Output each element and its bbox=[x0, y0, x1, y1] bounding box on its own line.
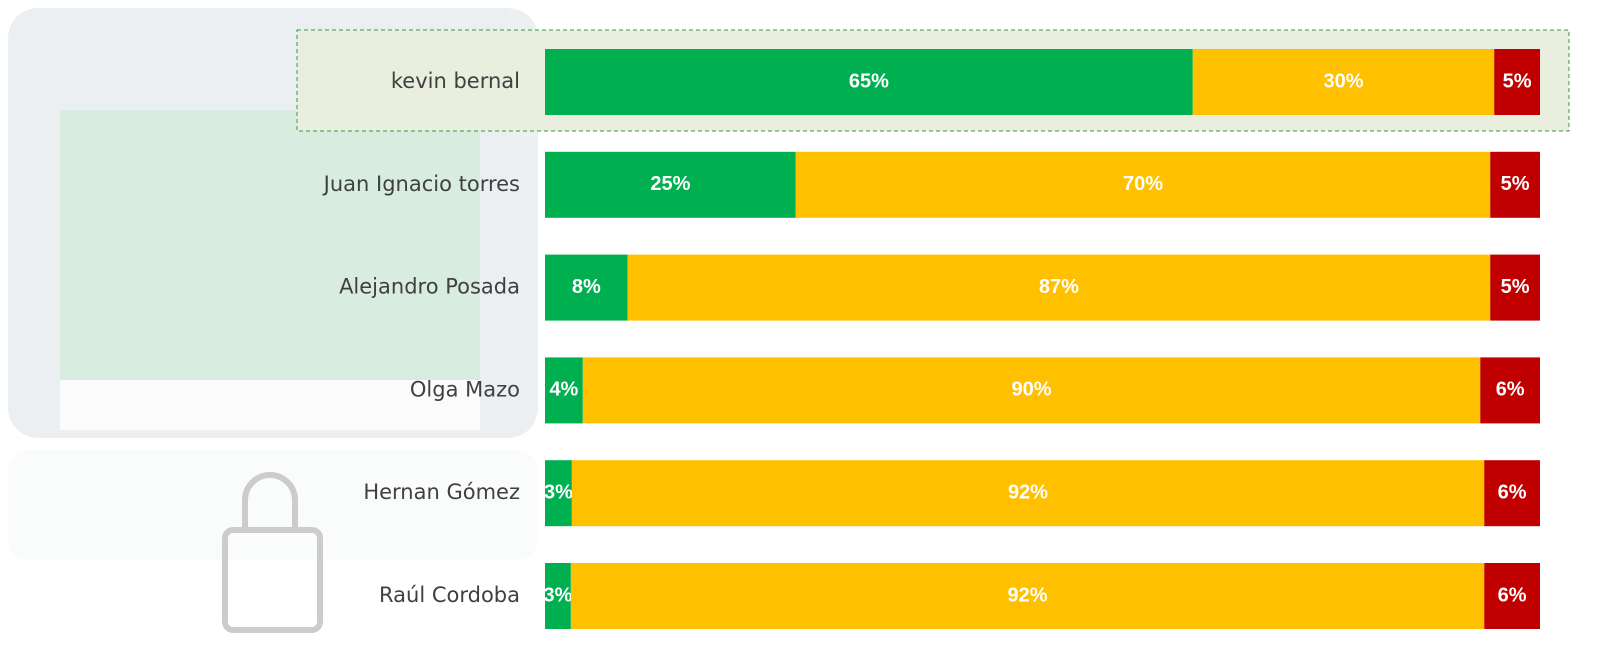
category-label: Olga Mazo bbox=[410, 377, 520, 401]
data-label: 92% bbox=[1008, 584, 1048, 606]
data-label: 4% bbox=[549, 379, 578, 401]
data-label: 92% bbox=[1008, 481, 1048, 503]
bar-segment bbox=[570, 563, 1485, 629]
bar-segment bbox=[582, 357, 1481, 424]
category-label: Hernan Gómez bbox=[363, 480, 520, 504]
bar-segment bbox=[627, 254, 1491, 321]
data-label: 25% bbox=[650, 173, 690, 195]
bar-segment bbox=[571, 460, 1485, 527]
bar-segment bbox=[1480, 357, 1540, 424]
data-label: 6% bbox=[1498, 584, 1527, 606]
data-label: 3% bbox=[543, 584, 572, 606]
bar-segment bbox=[545, 563, 571, 629]
bar-segment bbox=[1494, 49, 1540, 115]
data-label: 5% bbox=[1501, 173, 1530, 195]
bar-segment bbox=[1484, 460, 1540, 527]
category-label: Alejandro Posada bbox=[339, 275, 520, 299]
category-label: Raúl Cordoba bbox=[379, 583, 520, 607]
data-label: 70% bbox=[1123, 173, 1163, 195]
bar-segment bbox=[545, 151, 796, 218]
data-label: 5% bbox=[1501, 276, 1530, 298]
bar-segment bbox=[545, 460, 572, 527]
data-label: 87% bbox=[1039, 276, 1079, 298]
data-label: 5% bbox=[1503, 70, 1532, 92]
data-label: 8% bbox=[572, 276, 601, 298]
bar-segment bbox=[1490, 151, 1540, 218]
lock-icon bbox=[222, 472, 323, 633]
data-label: 65% bbox=[849, 70, 889, 92]
bar-segment bbox=[1484, 563, 1540, 629]
data-label: 30% bbox=[1323, 70, 1363, 92]
bar-segment bbox=[545, 357, 583, 424]
bar-segment bbox=[795, 151, 1491, 218]
bar-segment bbox=[1192, 49, 1495, 115]
bar-segment bbox=[1490, 254, 1540, 321]
category-label: Juan Ignacio torres bbox=[322, 172, 520, 196]
data-label: 90% bbox=[1012, 379, 1052, 401]
bar-segment bbox=[545, 254, 628, 321]
data-label: 6% bbox=[1496, 379, 1525, 401]
bar-segment bbox=[545, 49, 1193, 115]
data-label: 6% bbox=[1498, 481, 1527, 503]
category-label: kevin bernal bbox=[391, 69, 520, 93]
data-label: 3% bbox=[544, 481, 573, 503]
